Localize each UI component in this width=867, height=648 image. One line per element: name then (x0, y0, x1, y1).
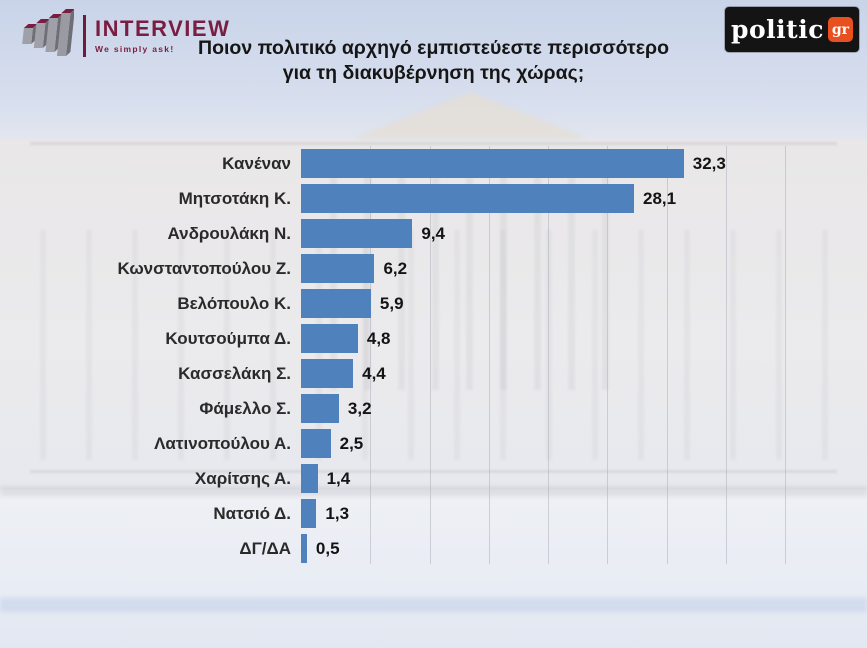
bar-row: Λατινοπούλου Α. 2,5 (0, 426, 867, 461)
bar-value-label: 6,2 (383, 258, 408, 278)
bar (301, 149, 684, 178)
bar (301, 254, 375, 283)
bar (301, 534, 307, 563)
gridline (488, 146, 490, 564)
bar-category-label: Λατινοπούλου Α. (154, 433, 291, 453)
background-foreground (0, 490, 867, 648)
background-step-shadow (0, 486, 867, 496)
bar-row: ΔΓ/ΔΑ 0,5 (0, 531, 867, 566)
horizontal-bar-chart: Κανέναν 32,3 Μητσοτάκη Κ. 28,1 Ανδρουλάκη Ν.… (0, 146, 867, 568)
chart-title: Ποιον πολιτικό αρχηγό εμπιστεύεστε περισ… (0, 36, 867, 86)
bar-category-label: Κουτσούμπα Δ. (165, 328, 291, 348)
bar-category-label: ΔΓ/ΔΑ (239, 538, 291, 558)
gridline (607, 146, 609, 564)
bar (301, 289, 371, 318)
bar-value-label: 28,1 (642, 188, 677, 208)
bar-category-label: Κασσελάκη Σ. (178, 363, 291, 383)
background-blue-band (0, 598, 867, 612)
chart-title-line2: για τη διακυβέρνηση της χώρας; (282, 61, 585, 84)
bar (301, 394, 339, 423)
bar-row: Κανέναν 32,3 (0, 146, 867, 181)
bar-value-label: 9,4 (421, 223, 446, 243)
bar-row: Ανδρουλάκη Ν. 9,4 (0, 216, 867, 251)
parliament-base-line (30, 470, 837, 473)
gridline (725, 146, 727, 564)
bar-value-label: 5,9 (379, 293, 404, 313)
gridline (370, 146, 372, 564)
politic-logo-name: politic (731, 15, 824, 44)
gridline (429, 146, 431, 564)
interview-logo-tagline: We simply ask! (95, 43, 175, 54)
bar-row: Χαρίτσης Α. 1,4 (0, 461, 867, 496)
politic-logo-gr-badge: gr (827, 17, 853, 42)
parliament-cornice-line (30, 142, 837, 145)
bar-value-label: 4,4 (362, 363, 386, 383)
bar-row: Κασσελάκη Σ. 4,4 (0, 356, 867, 391)
bar-row: Φάμελλο Σ. 3,2 (0, 391, 867, 426)
bar-row: Κωνσταντοπούλου Ζ. 6,2 (0, 251, 867, 286)
gridline (548, 146, 549, 564)
bar (301, 359, 354, 388)
bar-category-label: Κανέναν (222, 153, 291, 173)
bar-category-label: Ανδρουλάκη Ν. (167, 223, 292, 243)
bar-category-label: Βελόπουλο Κ. (177, 293, 291, 313)
bar-row: Βελόπουλο Κ. 5,9 (0, 286, 867, 321)
bar-value-label: 1,3 (325, 503, 350, 523)
bar (301, 499, 317, 528)
bar (301, 464, 318, 493)
interview-logo: INTERVIEW We simply ask! (18, 8, 230, 63)
parliament-wings-silhouette (40, 230, 830, 460)
logo-divider (83, 14, 86, 57)
bar-category-label: Φάμελλο Σ. (199, 398, 291, 418)
bar-category-label: Μητσοτάκη Κ. (178, 188, 291, 208)
bar (301, 184, 634, 213)
gridline (785, 146, 786, 564)
bar-value-label: 4,8 (366, 328, 391, 348)
bar-value-label: 2,5 (339, 433, 364, 453)
bar-category-label: Νατσιό Δ. (213, 503, 291, 523)
gridline (666, 146, 668, 564)
bar (301, 219, 413, 248)
bar (301, 324, 358, 353)
politic-logo: politic gr (725, 7, 859, 52)
interview-logo-name: INTERVIEW (95, 15, 231, 41)
bar-category-label: Χαρίτσης Α. (194, 468, 291, 488)
bar-row: Νατσιό Δ. 1,3 (0, 496, 867, 531)
bar-category-label: Κωνσταντοπούλου Ζ. (117, 258, 291, 278)
bar-value-label: 0,5 (315, 538, 340, 558)
bar-chart-logo-icon (18, 8, 75, 63)
bar-value-label: 3,2 (347, 398, 372, 418)
parliament-pediment-silhouette (355, 92, 585, 138)
bar-value-label: 1,4 (326, 468, 351, 488)
bar (301, 429, 331, 458)
bar-row: Κουτσούμπα Δ. 4,8 (0, 321, 867, 356)
bar-row: Μητσοτάκη Κ. 28,1 (0, 181, 867, 216)
chart-title-line1: Ποιον πολιτικό αρχηγό εμπιστεύεστε περισ… (198, 37, 669, 59)
bar-value-label: 32,3 (692, 153, 726, 173)
